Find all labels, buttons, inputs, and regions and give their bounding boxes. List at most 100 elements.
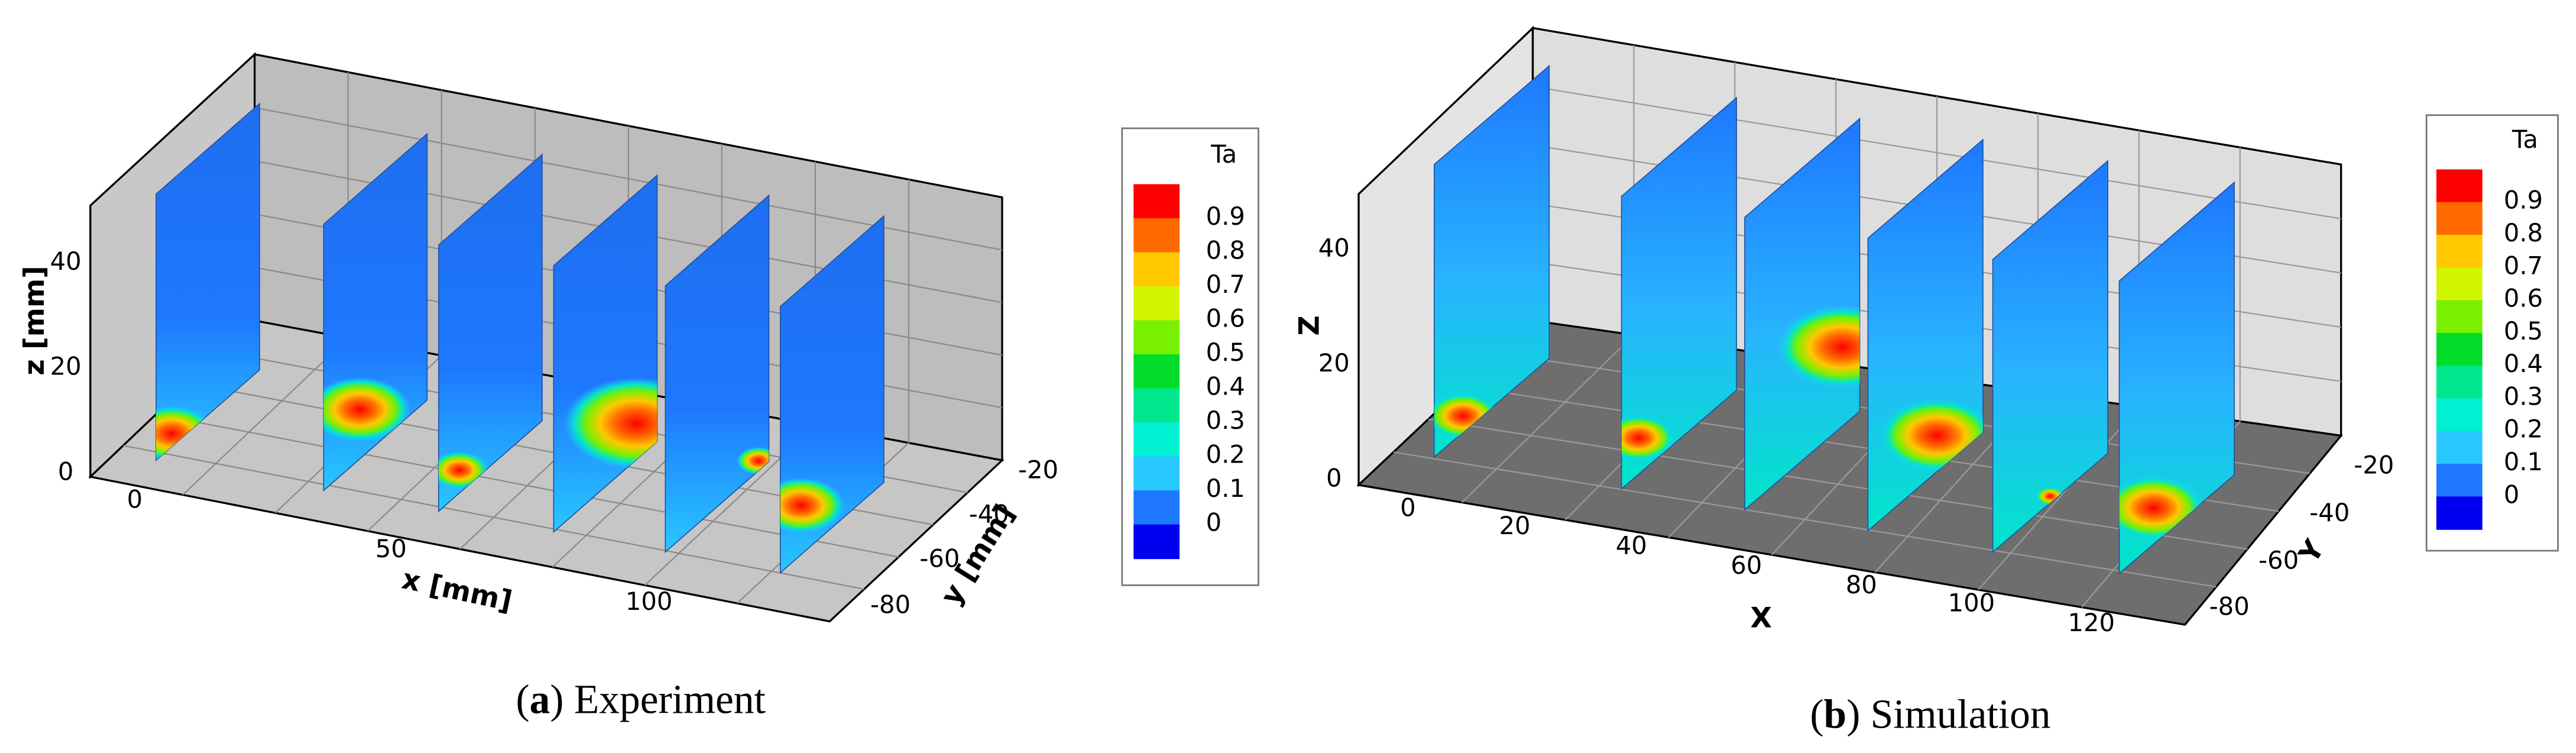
z-axis-label: Z (1293, 315, 1326, 335)
y-tick-label: -80 (870, 590, 910, 619)
legend-swatch (1133, 524, 1180, 560)
contour-slice (1433, 64, 1550, 458)
legend-swatch (1133, 490, 1180, 525)
legend-swatch (2436, 366, 2483, 399)
x-tick-label: 120 (2068, 608, 2115, 637)
legend-swatch (1133, 422, 1180, 457)
contour-slice (155, 102, 260, 462)
legend-title: Ta (2512, 125, 2538, 154)
hot-spot (1777, 305, 1860, 389)
caption-part: ) Simulation (1846, 691, 2050, 737)
x-tick-label: 100 (626, 587, 673, 616)
x-tick-label: 0 (127, 485, 143, 514)
legend-swatch (2436, 398, 2483, 432)
legend-label: 0.1 (1206, 474, 1245, 503)
legend-swatch (2436, 267, 2483, 301)
hot-spot (323, 377, 411, 442)
x-tick-label: 20 (1499, 511, 1530, 540)
legend-label: 0.7 (2504, 251, 2543, 280)
legend-label: 0.6 (2504, 284, 2543, 313)
y-tick-label: -40 (2309, 498, 2350, 527)
x-tick-label: 50 (375, 534, 407, 563)
contour-slice (1992, 160, 2108, 554)
legend-swatch (2436, 496, 2483, 530)
x-tick-label: 100 (1948, 589, 1995, 618)
legend-swatch (2436, 169, 2483, 203)
hot-spot (737, 447, 769, 475)
legend-label: 0.1 (2504, 447, 2543, 476)
z-tick-label: 0 (58, 457, 74, 486)
hot-spot (780, 477, 845, 534)
z-tick-label: 20 (1318, 348, 1350, 377)
legend-label: 0.3 (2504, 382, 2543, 411)
y-tick-label: -60 (2259, 545, 2299, 574)
legend-swatch (1133, 388, 1180, 424)
caption-part: ) Experiment (550, 677, 766, 722)
y-tick-label: -80 (2209, 592, 2250, 621)
legend-swatch (1133, 320, 1180, 356)
legend-swatch (2436, 234, 2483, 269)
legend-swatch (1133, 184, 1180, 219)
legend-swatch (1133, 286, 1180, 321)
caption-part: ( (516, 677, 530, 722)
legend-label: 0.3 (1206, 406, 1245, 435)
grid-line (182, 337, 349, 496)
x-tick-label: 0 (1400, 493, 1416, 522)
legend-swatch (2436, 431, 2483, 465)
z-tick-label: 0 (1326, 464, 1342, 493)
grid-line (1978, 406, 2140, 590)
legend-title: Ta (1210, 140, 1237, 169)
legend-label: 0.5 (2504, 316, 2543, 345)
legend-swatch (2436, 464, 2483, 497)
legend-label: 0.8 (1206, 235, 1245, 264)
grid-line (1461, 334, 1635, 503)
z-tick-label: 20 (50, 352, 82, 381)
legend-label: 0.9 (1206, 202, 1245, 231)
legend-swatch (2436, 332, 2483, 367)
legend-swatch (1133, 354, 1180, 389)
legend-swatch (2436, 202, 2483, 236)
legend-label: 0 (2504, 480, 2520, 509)
legend-label: 0.9 (2504, 186, 2543, 215)
legend-label: 0.4 (2504, 349, 2543, 378)
hot-spot (564, 377, 657, 470)
legend-label: 0.4 (1206, 372, 1245, 401)
hot-spot (1621, 415, 1675, 461)
y-tick-label: -40 (969, 500, 1009, 529)
hot-spot (438, 451, 488, 489)
contour-slice (1621, 96, 1737, 490)
z-tick-label: 40 (1318, 234, 1350, 263)
x-tick-label: 80 (1846, 570, 1877, 599)
legend-label: 0.6 (1206, 303, 1245, 332)
y-tick-label: -60 (919, 544, 960, 573)
y-tick-label: -20 (1018, 455, 1058, 484)
caption-part: b (1824, 691, 1847, 737)
legend-swatch (2436, 300, 2483, 334)
panel: 40200020406080100120-20-40-60-80ZXYTa0.9… (1293, 25, 2559, 737)
caption: (a) Experiment (516, 677, 766, 722)
contour-slice (1744, 117, 1861, 511)
legend-label: 0.8 (2504, 218, 2543, 247)
x-axis-label: X (1751, 602, 1772, 635)
contour-slice (438, 153, 543, 513)
x-axis-label: x [mm] (399, 563, 515, 618)
x-tick-label: 60 (1731, 551, 1762, 580)
z-tick-label: 40 (50, 247, 82, 276)
contour-slice (2118, 181, 2235, 575)
x-tick-label: 40 (1616, 531, 1647, 560)
legend-swatch (1133, 218, 1180, 253)
caption-part: a (530, 677, 550, 722)
legend-label: 0.5 (1206, 338, 1245, 367)
legend-swatch (1133, 456, 1180, 492)
caption: (b) Simulation (1810, 691, 2050, 737)
y-tick-label: -20 (2354, 450, 2394, 479)
z-axis-label: z [mm] (18, 266, 51, 376)
legend-label: 0.2 (1206, 440, 1245, 469)
caption-part: ( (1810, 691, 1823, 737)
legend-label: 0.2 (2504, 415, 2543, 444)
legend-label: 0.7 (1206, 270, 1245, 299)
legend-swatch (1133, 252, 1180, 287)
